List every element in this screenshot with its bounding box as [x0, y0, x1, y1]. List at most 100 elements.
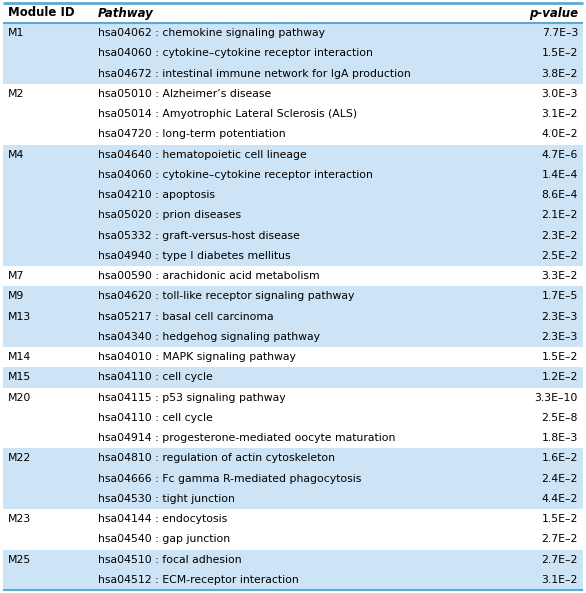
Text: 2.5E–2: 2.5E–2 — [541, 251, 578, 261]
Text: 4.4E–2: 4.4E–2 — [541, 494, 578, 504]
Bar — [3, 489, 583, 509]
Bar — [3, 347, 583, 367]
Text: 3.3E–10: 3.3E–10 — [534, 393, 578, 403]
Text: 4.7E–6: 4.7E–6 — [541, 149, 578, 160]
Text: hsa04144 : endocytosis: hsa04144 : endocytosis — [98, 514, 227, 524]
Text: hsa04640 : hematopoietic cell lineage: hsa04640 : hematopoietic cell lineage — [98, 149, 306, 160]
Bar — [3, 125, 583, 145]
Bar — [3, 43, 583, 63]
Text: hsa04110 : cell cycle: hsa04110 : cell cycle — [98, 413, 213, 423]
Text: hsa04720 : long-term potentiation: hsa04720 : long-term potentiation — [98, 129, 285, 139]
Bar — [3, 468, 583, 489]
Text: hsa04340 : hedgehog signaling pathway: hsa04340 : hedgehog signaling pathway — [98, 332, 320, 342]
Text: hsa04666 : Fc gamma R-mediated phagocytosis: hsa04666 : Fc gamma R-mediated phagocyto… — [98, 474, 362, 484]
Text: 4.0E–2: 4.0E–2 — [541, 129, 578, 139]
Bar — [3, 428, 583, 448]
Text: 1.4E–4: 1.4E–4 — [541, 170, 578, 180]
Bar — [3, 3, 583, 23]
Text: hsa04810 : regulation of actin cytoskeleton: hsa04810 : regulation of actin cytoskele… — [98, 454, 335, 463]
Text: 1.5E–2: 1.5E–2 — [541, 514, 578, 524]
Text: hsa04062 : chemokine signaling pathway: hsa04062 : chemokine signaling pathway — [98, 28, 325, 38]
Bar — [3, 286, 583, 307]
Text: Module ID: Module ID — [8, 7, 74, 20]
Bar — [3, 509, 583, 529]
Bar — [3, 205, 583, 225]
Bar — [3, 266, 583, 286]
Text: 2.5E–8: 2.5E–8 — [541, 413, 578, 423]
Text: M2: M2 — [8, 89, 25, 99]
Text: hsa04530 : tight junction: hsa04530 : tight junction — [98, 494, 235, 504]
Text: 1.6E–2: 1.6E–2 — [541, 454, 578, 463]
Text: M25: M25 — [8, 554, 31, 565]
Text: 2.4E–2: 2.4E–2 — [541, 474, 578, 484]
Text: 8.6E–4: 8.6E–4 — [541, 190, 578, 200]
Text: 3.8E–2: 3.8E–2 — [541, 69, 578, 79]
Text: 2.7E–2: 2.7E–2 — [541, 554, 578, 565]
Text: M7: M7 — [8, 271, 25, 281]
Bar — [3, 185, 583, 205]
Bar — [3, 327, 583, 347]
Text: hsa04115 : p53 signaling pathway: hsa04115 : p53 signaling pathway — [98, 393, 285, 403]
Text: hsa05014 : Amyotrophic Lateral Sclerosis (ALS): hsa05014 : Amyotrophic Lateral Sclerosis… — [98, 109, 357, 119]
Text: hsa05010 : Alzheimer’s disease: hsa05010 : Alzheimer’s disease — [98, 89, 271, 99]
Text: M22: M22 — [8, 454, 31, 463]
Text: hsa04940 : type I diabetes mellitus: hsa04940 : type I diabetes mellitus — [98, 251, 291, 261]
Text: hsa05332 : graft-versus-host disease: hsa05332 : graft-versus-host disease — [98, 231, 300, 241]
Text: M4: M4 — [8, 149, 25, 160]
Bar — [3, 63, 583, 84]
Bar — [3, 529, 583, 550]
Text: M14: M14 — [8, 352, 31, 362]
Text: 2.1E–2: 2.1E–2 — [541, 211, 578, 221]
Text: Pathway: Pathway — [98, 7, 154, 20]
Text: M15: M15 — [8, 372, 31, 382]
Text: hsa04060 : cytokine–cytokine receptor interaction: hsa04060 : cytokine–cytokine receptor in… — [98, 49, 373, 58]
Text: 1.5E–2: 1.5E–2 — [541, 49, 578, 58]
Text: p-value: p-value — [529, 7, 578, 20]
Bar — [3, 570, 583, 590]
Text: M23: M23 — [8, 514, 31, 524]
Text: 3.1E–2: 3.1E–2 — [541, 575, 578, 585]
Text: 3.1E–2: 3.1E–2 — [541, 109, 578, 119]
Text: 3.3E–2: 3.3E–2 — [541, 271, 578, 281]
Bar — [3, 367, 583, 387]
Bar — [3, 104, 583, 125]
Text: hsa05020 : prion diseases: hsa05020 : prion diseases — [98, 211, 241, 221]
Text: hsa04010 : MAPK signaling pathway: hsa04010 : MAPK signaling pathway — [98, 352, 296, 362]
Bar — [3, 84, 583, 104]
Text: 3.0E–3: 3.0E–3 — [541, 89, 578, 99]
Bar — [3, 387, 583, 408]
Bar — [3, 165, 583, 185]
Bar — [3, 307, 583, 327]
Text: hsa04540 : gap junction: hsa04540 : gap junction — [98, 534, 230, 544]
Text: 2.3E–3: 2.3E–3 — [541, 332, 578, 342]
Text: 1.2E–2: 1.2E–2 — [541, 372, 578, 382]
Text: 2.3E–2: 2.3E–2 — [541, 231, 578, 241]
Bar — [3, 408, 583, 428]
Text: hsa04060 : cytokine–cytokine receptor interaction: hsa04060 : cytokine–cytokine receptor in… — [98, 170, 373, 180]
Text: M13: M13 — [8, 312, 31, 321]
Text: 7.7E–3: 7.7E–3 — [541, 28, 578, 38]
Text: 1.5E–2: 1.5E–2 — [541, 352, 578, 362]
Text: hsa05217 : basal cell carcinoma: hsa05217 : basal cell carcinoma — [98, 312, 274, 321]
Text: 2.3E–3: 2.3E–3 — [541, 312, 578, 321]
Text: M20: M20 — [8, 393, 32, 403]
Text: M9: M9 — [8, 291, 25, 301]
Bar — [3, 246, 583, 266]
Bar — [3, 448, 583, 468]
Text: hsa04512 : ECM-receptor interaction: hsa04512 : ECM-receptor interaction — [98, 575, 299, 585]
Text: hsa04210 : apoptosis: hsa04210 : apoptosis — [98, 190, 215, 200]
Text: M1: M1 — [8, 28, 25, 38]
Text: 1.7E–5: 1.7E–5 — [541, 291, 578, 301]
Bar — [3, 225, 583, 246]
Bar — [3, 23, 583, 43]
Text: hsa00590 : arachidonic acid metabolism: hsa00590 : arachidonic acid metabolism — [98, 271, 319, 281]
Text: hsa04620 : toll-like receptor signaling pathway: hsa04620 : toll-like receptor signaling … — [98, 291, 355, 301]
Bar — [3, 145, 583, 165]
Text: hsa04510 : focal adhesion: hsa04510 : focal adhesion — [98, 554, 241, 565]
Text: hsa04110 : cell cycle: hsa04110 : cell cycle — [98, 372, 213, 382]
Bar — [3, 550, 583, 570]
Text: 2.7E–2: 2.7E–2 — [541, 534, 578, 544]
Text: 1.8E–3: 1.8E–3 — [541, 433, 578, 443]
Text: hsa04672 : intestinal immune network for IgA production: hsa04672 : intestinal immune network for… — [98, 69, 411, 79]
Text: hsa04914 : progesterone-mediated oocyte maturation: hsa04914 : progesterone-mediated oocyte … — [98, 433, 396, 443]
